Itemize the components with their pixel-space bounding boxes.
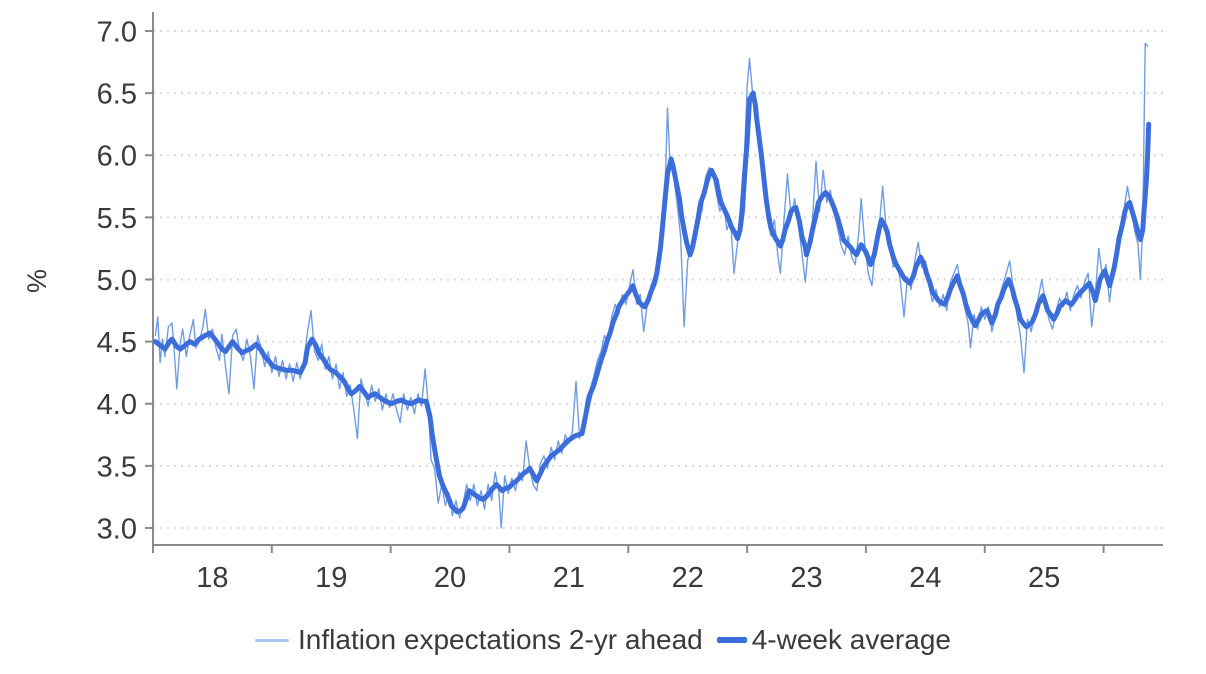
y-tick-label: 4.5 xyxy=(97,327,137,359)
inflation-expectations-plot: 3.0 3.5 4.0 4.5 5.0 5.5 6.0 6.5 7.0 18 19 20 21 22 23 2… xyxy=(22,12,1168,594)
y-tick-label: 5.0 xyxy=(97,265,137,297)
y-tick-label: 5.5 xyxy=(97,203,137,235)
x-tick-label: 24 xyxy=(909,562,941,594)
x-tick-label: 22 xyxy=(672,562,704,594)
y-tick-label: 6.0 xyxy=(97,141,137,173)
legend-label-average: 4-week average xyxy=(751,624,951,655)
y-tick-label: 4.0 xyxy=(97,389,137,421)
x-tick-label: 21 xyxy=(553,562,585,594)
chart-legend: Inflation expectations 2-yr ahead 4-week… xyxy=(0,612,1206,668)
y-axis-unit-label: % xyxy=(22,269,52,293)
legend-item-weekly: Inflation expectations 2-yr ahead xyxy=(255,626,703,654)
line-chart: 3.0 3.5 4.0 4.5 5.0 5.5 6.0 6.5 7.0 18 19 20 21 22 23 2… xyxy=(22,12,1168,594)
x-tick-label: 19 xyxy=(315,562,347,594)
x-tick-label: 20 xyxy=(434,562,466,594)
weekly-line-swatch xyxy=(255,638,290,642)
y-tick-label: 3.5 xyxy=(97,451,137,483)
legend-item-average: 4-week average xyxy=(716,624,951,655)
average-series-line xyxy=(152,90,1152,515)
x-tick-label: 18 xyxy=(196,562,228,594)
x-tick-label: 25 xyxy=(1028,562,1060,594)
x-tick-label: 23 xyxy=(790,562,822,594)
average-line-swatch xyxy=(716,637,747,643)
legend-label-weekly: Inflation expectations 2-yr ahead xyxy=(298,624,703,655)
y-tick-label: 7.0 xyxy=(97,16,137,48)
y-tick-label: 6.5 xyxy=(97,79,137,111)
y-tick-label: 3.0 xyxy=(97,513,137,545)
